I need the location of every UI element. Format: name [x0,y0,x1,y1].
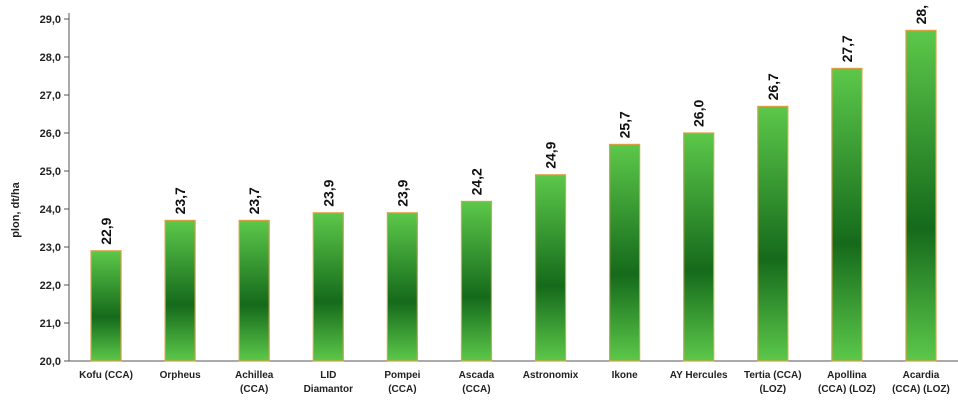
category-label: Acardia (CCA) (LOZ) [892,370,950,395]
category-label: Orpheus [160,370,202,381]
category-label: Apollina (CCA) (LOZ) [818,370,876,395]
bar [238,219,270,362]
category-label: LID Diamantor [304,370,354,395]
bars [90,29,937,362]
category-label: AY Hercules [670,370,728,381]
bar [386,212,418,362]
bar [460,200,493,362]
category-label: Kofu (CCA) [79,370,133,381]
value-label: 24,9 [543,141,559,168]
bar [90,250,122,362]
value-label: 26,7 [765,73,781,100]
y-tick-label: 24,0 [40,204,61,216]
y-tick-label: 25,0 [40,166,61,178]
bar [609,143,641,362]
y-tick-label: 29,0 [40,14,61,26]
bar [312,212,344,362]
value-label: 23,9 [320,179,336,206]
category-label: Tertia (CCA) (LOZ) [744,370,802,395]
bar [831,67,863,362]
bar [905,29,937,362]
value-label: 22,9 [98,217,114,244]
y-tick-label: 26,0 [40,128,61,140]
value-label: 23,7 [246,187,262,214]
y-tick-label: 21,0 [40,318,61,330]
bar [683,132,715,362]
value-label: 28, [913,5,929,24]
bar [164,219,196,362]
category-label: Achillea (CCA) [235,370,274,395]
category-labels: Kofu (CCA) Orpheus Achillea (CCA) LID Diamant… [79,370,950,395]
value-label: 23,7 [172,187,188,214]
value-labels: 22,9 23,7 23,7 23,9 23,9 24,2 24,9 25,7 26,0 26,7… [98,5,929,245]
value-label: 23,9 [394,179,410,206]
bar [757,105,789,362]
category-label: Pompei (CCA) [384,370,420,395]
y-tick-label: 22,0 [40,280,61,292]
category-label: Ascada (CCA) [459,370,495,395]
value-label: 25,7 [617,111,633,138]
y-tick-label: 27,0 [40,90,61,102]
category-label: Ikone [612,370,639,381]
bar [534,174,567,362]
y-axis-label: plon, dt/ha [10,181,22,237]
y-tick-label: 28,0 [40,52,61,64]
category-label: Astronomix [523,370,579,381]
value-label: 24,2 [468,168,484,195]
y-tick-label: 23,0 [40,242,61,254]
y-tick-label: 20,0 [40,356,61,368]
value-label: 26,0 [691,100,707,127]
y-axis: 20,0 21,0 22,0 23,0 24,0 25,0 26,0 27,0 28,0 29,0 [40,13,958,368]
value-label: 27,7 [839,35,855,62]
